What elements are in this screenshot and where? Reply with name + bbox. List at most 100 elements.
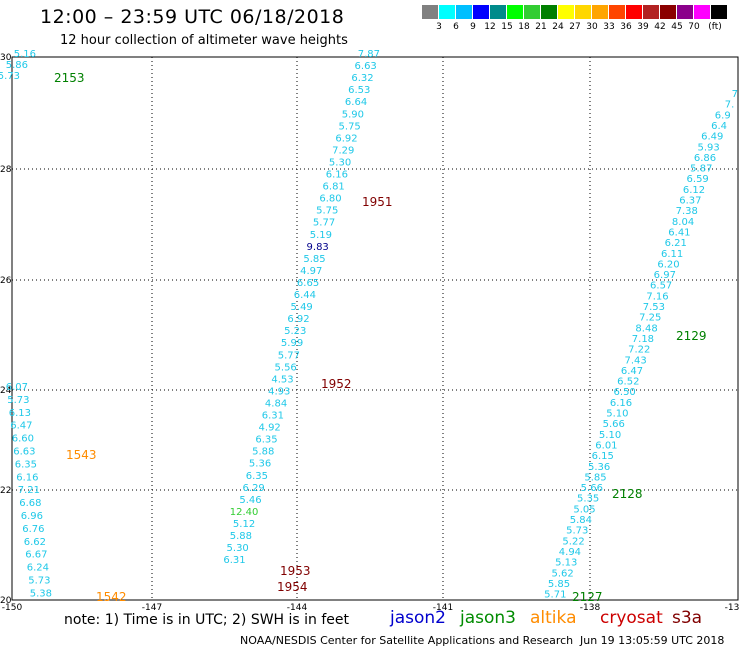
wave-height-value: 6.32 [351, 73, 373, 84]
wave-height-value: 6.63 [13, 447, 35, 458]
legend-jason2: jason2 [390, 608, 446, 628]
wave-height-value: 5.46 [239, 495, 261, 506]
lon-tick-label: -150 [2, 603, 23, 613]
wave-height-value: 6.21 [665, 238, 687, 249]
wave-height-value: 6.68 [19, 498, 41, 509]
wave-height-value: 6.97 [654, 270, 676, 281]
scale-label: 9 [470, 22, 476, 32]
scale-label: 45 [671, 22, 683, 32]
scale-swatch [643, 5, 660, 19]
wave-height-value: 6.81 [323, 182, 345, 193]
wave-height-value: 6.49 [701, 132, 723, 143]
pass-time-label: 1954 [277, 580, 308, 594]
wave-height-value: 4.84 [265, 398, 287, 409]
wave-height-value: 5.49 [291, 302, 313, 313]
wave-height-value: 6.64 [345, 97, 367, 108]
wave-height-value: 7.53 [643, 302, 665, 313]
wave-height-value: 5.85 [548, 579, 570, 590]
scale-label: 21 [535, 22, 547, 32]
wave-height-value: 6.65 [297, 278, 319, 289]
wave-height-value: 5.84 [570, 515, 592, 526]
pass-time-label: 2129 [676, 329, 707, 343]
scale-swatch [694, 5, 711, 19]
wave-height-value: 5.12 [233, 519, 255, 530]
legend-jason3: jason3 [460, 608, 516, 628]
wave-height-value: 5.90 [342, 109, 364, 120]
wave-height-value: 5.36 [249, 459, 271, 470]
wave-height-value: 6.53 [348, 85, 370, 96]
legend-s3a: s3a [672, 608, 703, 628]
wave-height-value: 6.24 [27, 563, 49, 574]
wave-height-value: 6.13 [9, 408, 31, 419]
wave-height-value: 6.9 [715, 110, 731, 121]
wave-height-value: 9.83 [307, 242, 329, 253]
wave-height-value: 6.59 [687, 174, 709, 185]
scale-swatch [609, 5, 626, 19]
wave-height-value: 6.11 [661, 249, 683, 260]
scale-label: 24 [552, 22, 564, 32]
wave-height-value: 6.41 [668, 227, 690, 238]
wave-height-value: 5.88 [230, 531, 252, 542]
scale-swatch [711, 5, 728, 19]
wave-height-value: 6.35 [255, 435, 277, 446]
scale-swatch [541, 5, 558, 19]
wave-height-value: 5.38 [30, 588, 52, 599]
wave-height-value: 6.01 [595, 440, 617, 451]
wave-height-value: 7.16 [646, 291, 668, 302]
wave-height-value: 7.87 [358, 49, 380, 60]
wave-height-value: 5.77 [313, 218, 335, 229]
scale-swatch [456, 5, 473, 19]
lat-tick-label: 30 [0, 53, 12, 63]
scale-label: 3 [436, 22, 442, 32]
wave-height-value: 12.40 [230, 507, 259, 518]
wave-height-value: 6.63 [355, 61, 377, 72]
footer-timestamp: Jun 19 13:05:59 UTC 2018 [580, 634, 725, 647]
wave-height-value: 7 [732, 89, 738, 100]
wave-height-value: 6.16 [326, 170, 348, 181]
wave-height-value: 4.92 [259, 423, 281, 434]
scale-label: 70 [688, 22, 700, 32]
wave-height-value: 6.62 [24, 537, 46, 548]
wave-height-value: 5.05 [573, 504, 595, 515]
scale-swatch [592, 5, 609, 19]
wave-height-value: 6.47 [10, 421, 32, 432]
lat-tick-label: 22 [0, 486, 11, 496]
footer-credit: NOAA/NESDIS Center for Satellite Applica… [240, 634, 574, 647]
wave-height-value: 6.96 [21, 511, 43, 522]
lon-tick-label: -141 [433, 603, 453, 613]
wave-height-value: 6.31 [223, 555, 245, 566]
wave-height-value: 4.97 [300, 266, 322, 277]
scale-swatch [473, 5, 490, 19]
lon-tick-label: -144 [287, 603, 308, 613]
wave-height-value: 7.18 [632, 334, 654, 345]
pass-time-label: 2127 [572, 590, 603, 604]
wave-height-value: 6.29 [243, 483, 265, 494]
pass-time-label: 1542 [96, 590, 127, 604]
wave-height-value: 5.66 [581, 483, 603, 494]
pass-time-label: 1951 [362, 195, 393, 209]
wave-height-value: 5.85 [303, 254, 325, 265]
wave-height-value: 6.92 [335, 133, 357, 144]
wave-height-value: 7.25 [639, 313, 661, 324]
wave-height-value: 6.07 [6, 382, 28, 393]
wave-height-value: 7.29 [332, 145, 354, 156]
scale-swatch [660, 5, 677, 19]
wave-height-value: 6.57 [650, 281, 672, 292]
wave-height-value: 6.20 [657, 259, 679, 270]
wave-height-value: 5.73 [0, 71, 20, 82]
scale-label: 6 [453, 22, 459, 32]
wave-height-value: 5.19 [310, 230, 332, 241]
pass-time-label: 2128 [612, 487, 643, 501]
wave-height-value: 5.86 [6, 60, 28, 71]
plot-frame [11, 56, 739, 601]
wave-height-value: 6.4 [711, 121, 727, 132]
wave-height-value: 6.47 [621, 366, 643, 377]
wave-height-value: 5.30 [329, 157, 351, 168]
wave-height-value: 7.38 [676, 206, 698, 217]
wave-height-value: 6.92 [287, 314, 309, 325]
scale-swatch [524, 5, 541, 19]
scale-swatch [490, 5, 507, 19]
scale-swatch [439, 5, 456, 19]
wave-height-value: 5.87 [690, 164, 712, 175]
